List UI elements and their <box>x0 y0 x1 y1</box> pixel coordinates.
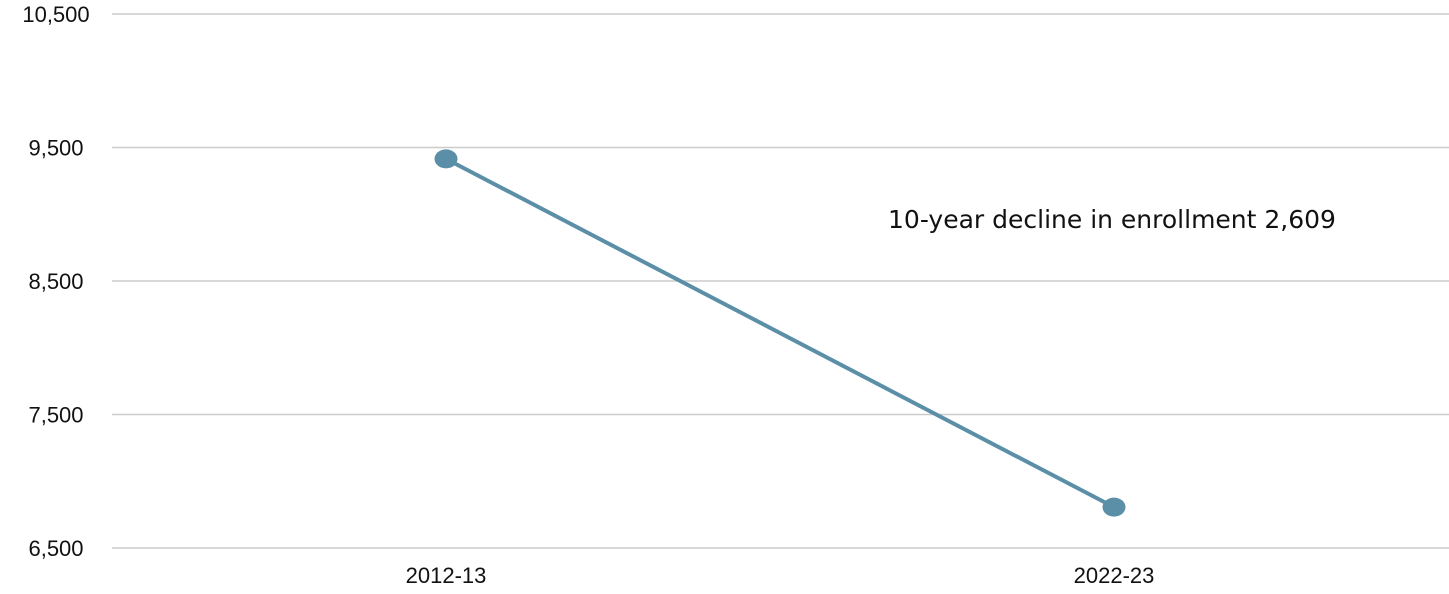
y-tick-label: 8,500 <box>28 269 83 294</box>
y-tick-label: 6,500 <box>28 536 83 561</box>
x-tick-label: 2022-23 <box>1074 563 1155 588</box>
series-layer <box>434 149 1126 517</box>
data-point <box>434 149 458 169</box>
y-tick-label: 9,500 <box>28 136 83 161</box>
x-tick-label: 2012-13 <box>406 563 487 588</box>
x-axis-tick-labels: 2012-13 2022-23 <box>406 563 1155 588</box>
grid-layer <box>112 13 1449 549</box>
data-point <box>1102 497 1126 517</box>
series-line <box>444 156 1116 510</box>
y-axis-tick-labels: 6,500 7,500 8,500 9,500 10,500 <box>22 2 89 561</box>
y-tick-label: 7,500 <box>28 403 83 428</box>
y-tick-label: 10,500 <box>22 2 89 27</box>
annotation-text: 10-year decline in enrollment 2,609 <box>888 205 1336 234</box>
